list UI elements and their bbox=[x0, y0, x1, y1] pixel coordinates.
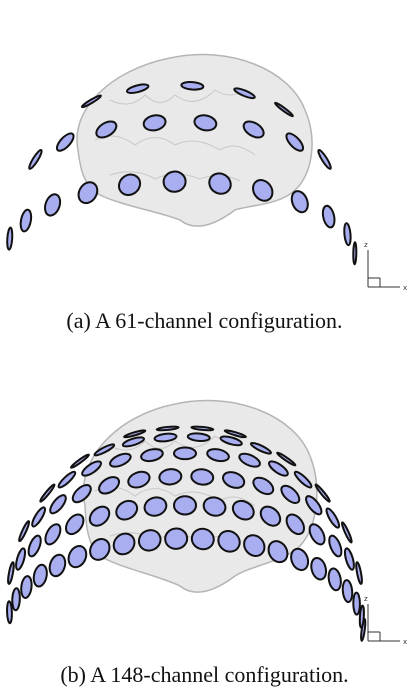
axis-glyph: z x bbox=[364, 595, 407, 646]
electrode bbox=[327, 568, 342, 592]
electrode bbox=[30, 506, 47, 528]
electrode bbox=[42, 522, 63, 547]
electrode bbox=[28, 149, 44, 170]
axis-label: x bbox=[403, 638, 407, 646]
electrode bbox=[7, 562, 15, 584]
electrode bbox=[174, 496, 196, 514]
electrode bbox=[174, 448, 196, 460]
electrode bbox=[343, 223, 351, 245]
figure-image: z x bbox=[0, 336, 409, 656]
electrode bbox=[39, 484, 55, 503]
electrode bbox=[12, 588, 20, 610]
electrode bbox=[317, 149, 333, 170]
figure-image: z x bbox=[0, 0, 409, 300]
electrode bbox=[341, 522, 353, 543]
axis-glyph: z x bbox=[364, 241, 407, 292]
electrode bbox=[353, 593, 360, 615]
brain bbox=[77, 55, 312, 227]
electrode bbox=[342, 580, 353, 603]
axis-label: z bbox=[364, 241, 368, 249]
electrode bbox=[343, 548, 356, 571]
axis-label: x bbox=[403, 284, 407, 292]
axis-label: z bbox=[364, 595, 368, 603]
electrode bbox=[7, 601, 13, 623]
electrode bbox=[18, 520, 31, 542]
electrode bbox=[19, 209, 33, 232]
electrode bbox=[7, 227, 13, 249]
electrode bbox=[62, 511, 87, 537]
electrode bbox=[32, 564, 49, 588]
electrode bbox=[47, 493, 68, 516]
caption: (b) A 148-channel configuration. bbox=[0, 662, 409, 688]
electrode bbox=[307, 522, 328, 547]
electrode bbox=[309, 556, 328, 581]
electrode bbox=[47, 553, 68, 578]
electrode bbox=[163, 171, 187, 193]
electrode bbox=[14, 548, 27, 571]
electrode bbox=[26, 534, 43, 558]
electrode bbox=[327, 534, 344, 558]
electrode bbox=[42, 192, 63, 217]
electrode bbox=[353, 242, 356, 264]
electrode bbox=[57, 470, 77, 489]
electrode bbox=[20, 575, 33, 598]
electrode bbox=[324, 507, 341, 529]
caption: (a) A 61-channel configuration. bbox=[0, 308, 409, 334]
electrode bbox=[321, 205, 336, 229]
electrode bbox=[65, 543, 89, 570]
page: z x (a) A 61-channel configuration. z x … bbox=[0, 0, 409, 688]
electrode bbox=[355, 562, 363, 584]
electrode bbox=[54, 131, 76, 154]
